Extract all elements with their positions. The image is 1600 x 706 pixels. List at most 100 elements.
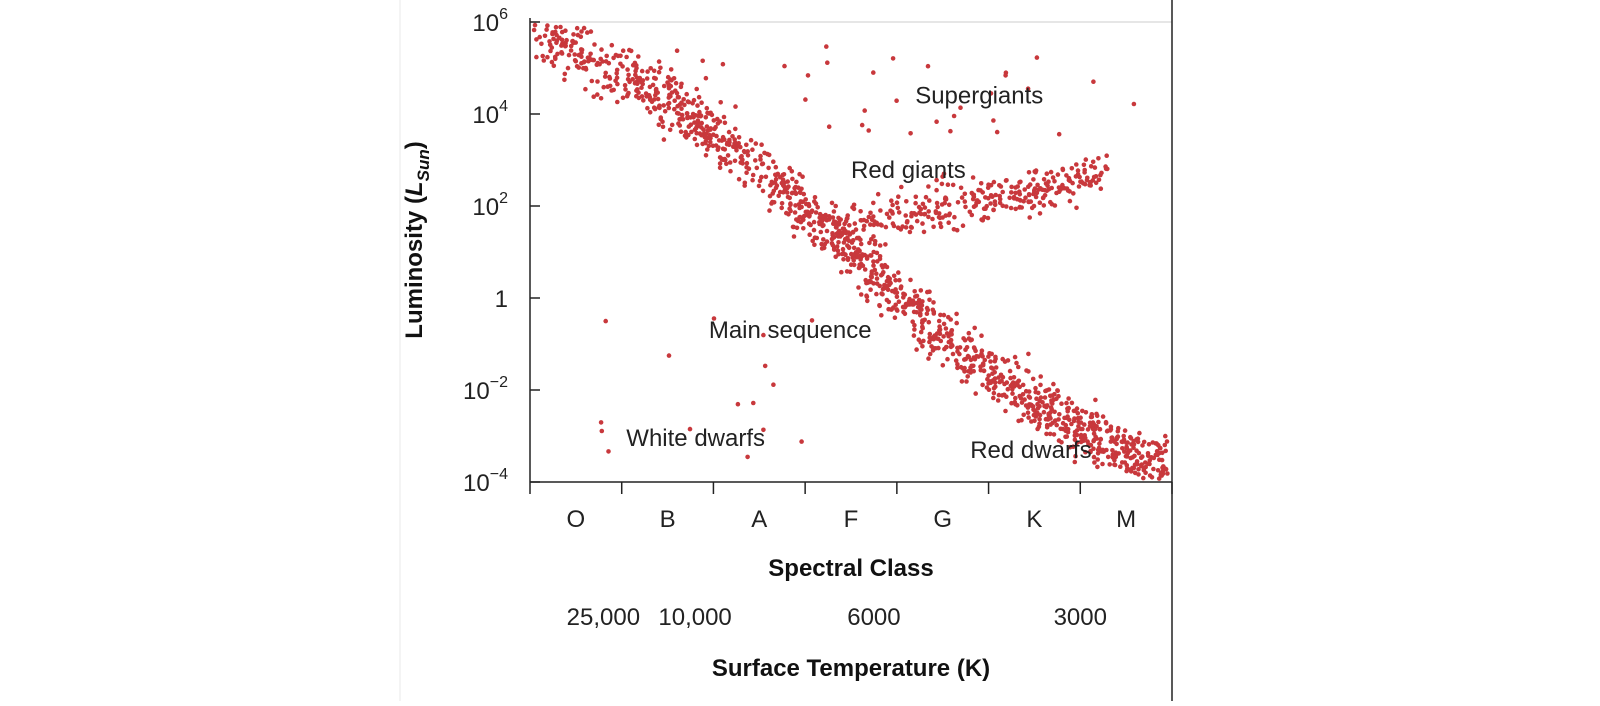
y-tick-base: 10 [472,102,499,129]
data-point [1011,196,1017,201]
data-point [702,134,708,140]
data-point [965,353,971,359]
data-point [1088,414,1094,420]
data-point [787,195,792,201]
data-point [1032,418,1037,424]
data-point [814,235,820,241]
data-point [991,386,997,391]
data-point [707,132,712,138]
data-point [954,311,959,317]
data-point [1012,354,1018,360]
data-point [794,217,799,222]
data-point [984,385,990,390]
data-point [1074,205,1079,211]
data-point [926,356,931,361]
data-point [1057,412,1062,417]
data-point [963,347,968,353]
data-point [1003,408,1008,414]
data-point [1037,211,1043,216]
data-point [1070,180,1075,186]
data-point [1093,174,1099,179]
data-point [931,300,936,305]
data-point [1074,440,1080,446]
data-point [976,199,982,205]
data-point [918,206,924,212]
data-point [919,307,924,312]
data-point [944,331,950,336]
data-point [871,263,876,268]
data-point [1095,451,1101,456]
data-point [614,67,620,73]
data-point [1080,408,1085,414]
data-point [896,299,902,305]
data-point [1130,465,1135,471]
data-point [1091,438,1096,444]
data-point [1018,198,1023,203]
data-point [754,165,760,171]
data-point [1071,191,1076,196]
data-point [935,204,940,210]
data-point [630,77,635,82]
data-point [896,270,901,275]
data-point [911,333,917,338]
data-point [893,278,898,283]
spectral-class-label: A [751,506,767,533]
data-point [716,145,721,150]
data-point [983,195,988,200]
data-point [599,47,604,52]
data-point [578,47,584,52]
data-point [699,100,704,105]
data-point [672,106,677,112]
data-point [1003,73,1008,78]
data-point [864,294,870,300]
y-tick-base: 10 [472,194,499,221]
data-point [566,52,572,58]
data-point [639,94,645,99]
data-point [694,86,699,92]
data-point [718,100,723,105]
data-point [656,69,662,75]
data-point [1066,396,1071,401]
data-point [921,229,927,235]
data-point [763,174,769,180]
data-point [830,242,836,248]
data-point [833,225,839,230]
data-point [609,88,614,93]
data-point [902,311,908,317]
data-point [604,53,609,59]
data-point [732,158,738,164]
data-point [624,54,629,60]
data-point [852,221,858,226]
data-point [927,335,932,341]
y-tick-exponent: −2 [490,374,508,391]
data-point [826,214,832,219]
data-point [1063,434,1068,440]
data-point [641,98,646,103]
data-point [1007,368,1013,374]
data-point [992,370,997,375]
data-point [934,187,939,193]
data-point [744,165,749,170]
data-point [995,398,1001,403]
y-tick-exponent: 4 [499,98,508,115]
data-point [1073,453,1078,459]
data-point [811,227,817,233]
data-point [750,147,755,152]
data-point [878,208,883,213]
data-point [927,331,933,337]
data-point [926,184,931,189]
data-point [909,213,914,219]
data-point [964,379,969,384]
data-point [871,234,876,239]
data-point [883,224,889,230]
data-point [945,182,951,187]
data-point [750,172,756,178]
data-point [896,210,902,215]
data-point [973,203,978,208]
data-point [793,203,798,208]
data-point [871,200,876,206]
data-point [661,83,667,89]
data-point [822,241,828,247]
data-point [1051,432,1057,437]
data-point [1155,468,1161,473]
